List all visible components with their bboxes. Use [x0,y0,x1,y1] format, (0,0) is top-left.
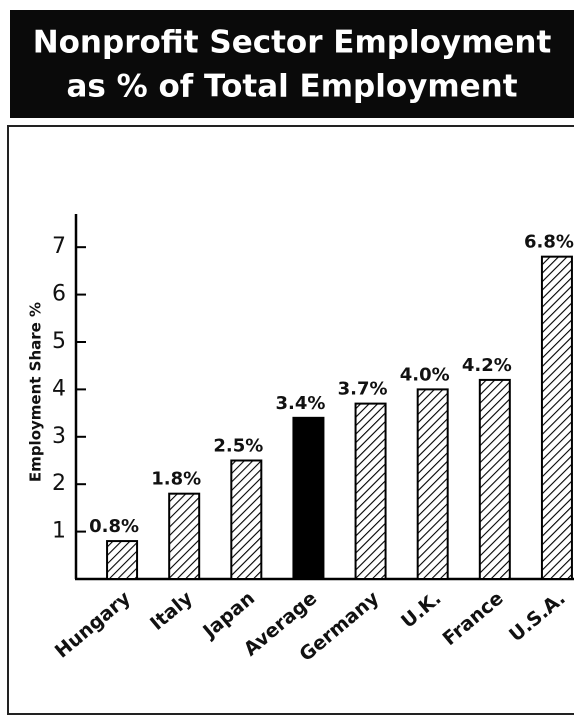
y-tick-label: 1 [52,519,66,544]
bar [540,255,573,580]
x-tick-label: Italy [146,587,197,635]
value-label: 3.4% [275,393,325,414]
y-tick-label: 6 [52,282,66,307]
value-label: 3.7% [338,379,388,400]
bar [292,416,325,581]
x-tick-label: U.K. [397,587,445,633]
bar [416,388,449,580]
x-tick-label: France [439,587,508,650]
x-tick-label: Hungary [51,587,135,663]
y-tick-label: 2 [52,471,66,496]
value-label: 4.0% [400,364,450,385]
bar [230,459,263,580]
value-label: 1.8% [151,469,201,490]
bar [106,540,139,581]
bar [168,492,201,580]
y-tick-label: 7 [52,234,66,259]
bar [478,378,511,580]
y-tick-label: 4 [52,376,66,401]
y-tick-label: 3 [52,424,66,449]
chart-title: Nonprofit Sector Employment [33,25,552,61]
y-axis-label: Employment Share % [27,302,45,482]
value-label: 6.8% [524,232,574,253]
value-label: 2.5% [213,435,263,456]
chart-title: as % of Total Employment [66,69,517,105]
value-label: 0.8% [89,516,139,537]
y-tick-label: 5 [52,329,66,354]
chart-frame [7,125,574,715]
bar [354,402,387,580]
value-label: 4.2% [462,355,512,376]
x-tick-label: U.S.A. [505,587,570,646]
title-band [10,10,574,118]
